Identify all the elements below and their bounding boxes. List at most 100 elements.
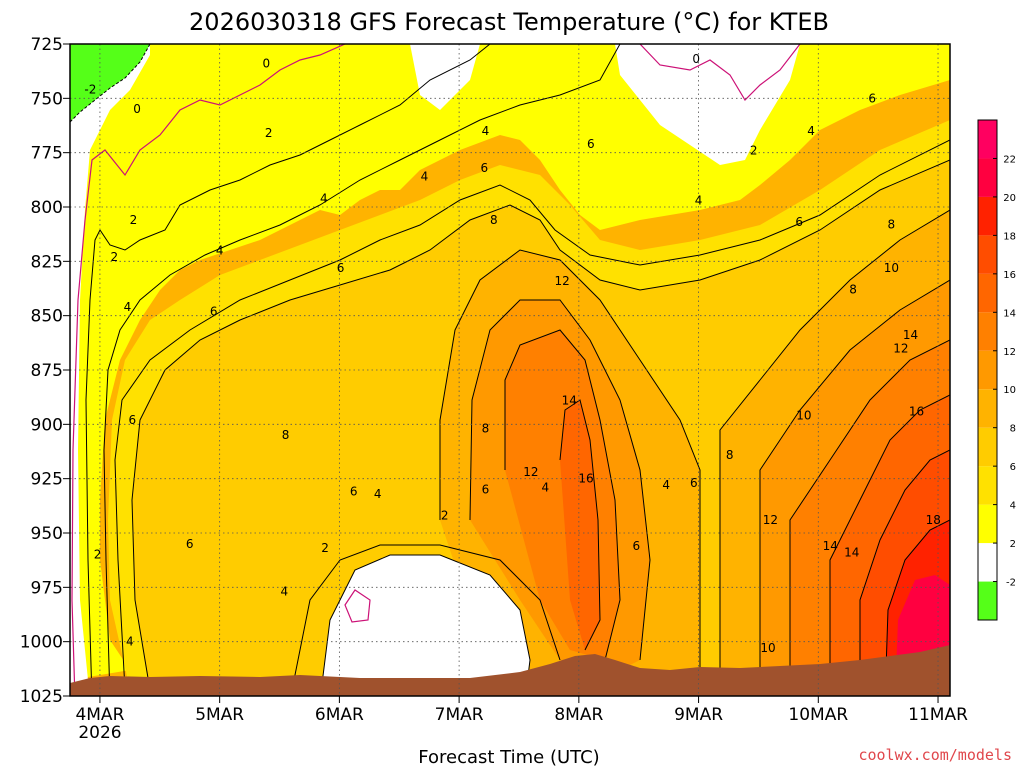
y-tick-label: 1025 bbox=[20, 687, 63, 707]
x-tick-label: 10MAR bbox=[788, 705, 848, 725]
contour-label: 4 bbox=[421, 170, 429, 184]
colorbar-swatch bbox=[978, 158, 997, 197]
contour-label: 14 bbox=[823, 539, 838, 553]
contour-label: 4 bbox=[695, 193, 703, 207]
contour-label: 4 bbox=[374, 487, 382, 501]
contour-label: 14 bbox=[903, 328, 918, 342]
x-tick-label: 7MAR bbox=[435, 705, 484, 725]
colorbar-swatch bbox=[978, 581, 997, 620]
contour-label: 4 bbox=[807, 124, 815, 138]
colorbar-swatch bbox=[978, 543, 997, 582]
x-tick-label: 6MAR bbox=[315, 705, 364, 725]
x-axis-label: Forecast Time (UTC) bbox=[418, 747, 599, 768]
contour-label: 2 bbox=[750, 143, 758, 157]
colorbar-tick-label: 12 bbox=[1003, 347, 1016, 358]
contour-label: 16 bbox=[578, 472, 593, 486]
terrain bbox=[70, 645, 950, 696]
colorbar-tick-label: 18 bbox=[1003, 231, 1016, 242]
contour-label: 12 bbox=[763, 513, 778, 527]
y-tick-label: 950 bbox=[31, 524, 63, 544]
x-axis: 4MAR 5MAR 6MAR 7MAR 8MAR 9MAR 10MAR 11MAR bbox=[75, 696, 968, 725]
plot-area bbox=[70, 44, 950, 696]
contour-label: 16 bbox=[909, 404, 924, 418]
contour-label: 6 bbox=[690, 476, 698, 490]
colorbar-tick-label: -2 bbox=[1006, 578, 1016, 589]
contour-label: 6 bbox=[480, 161, 488, 175]
y-tick-label: 875 bbox=[31, 361, 63, 381]
contour-label: 4 bbox=[662, 478, 670, 492]
y-axis: 725 750 775 800 825 850 875 900 925 950 975 1000 102… bbox=[20, 35, 70, 707]
y-tick-label: 850 bbox=[31, 307, 63, 327]
colorbar-swatch bbox=[978, 312, 997, 351]
x-tick-label: 9MAR bbox=[674, 705, 723, 725]
contour-label: 0 bbox=[263, 57, 271, 71]
contour-label: 4 bbox=[541, 480, 549, 494]
x-tick-label: 5MAR bbox=[195, 705, 244, 725]
contour-label: 8 bbox=[726, 448, 734, 462]
contour-label: -2 bbox=[84, 83, 96, 97]
colorbar-swatch bbox=[978, 389, 997, 428]
contour-label: 10 bbox=[796, 409, 811, 423]
contour-label: 6 bbox=[128, 413, 136, 427]
colorbar-tick-label: 4 bbox=[1010, 501, 1016, 512]
contour-label: 6 bbox=[210, 304, 218, 318]
x-tick-label: 8MAR bbox=[554, 705, 603, 725]
contour-label: 4 bbox=[320, 191, 328, 205]
y-tick-label: 775 bbox=[31, 144, 63, 164]
chart-title: 2026030318 GFS Forecast Temperature (°C)… bbox=[189, 8, 829, 36]
cold-region-top-east bbox=[615, 44, 800, 165]
x-tick-label: 11MAR bbox=[908, 705, 968, 725]
missing-data-boundary bbox=[70, 44, 151, 123]
contour-label: 14 bbox=[844, 546, 859, 560]
x-tick-label: 4MAR bbox=[75, 705, 124, 725]
y-tick-label: 975 bbox=[31, 578, 63, 598]
colorbar-swatch bbox=[978, 120, 997, 159]
y-tick-label: 800 bbox=[31, 198, 63, 218]
contour-label: 8 bbox=[490, 213, 498, 227]
contour-lines bbox=[85, 44, 950, 696]
contour-label: 12 bbox=[554, 274, 569, 288]
contour-label: 6 bbox=[482, 483, 490, 497]
contour-label: 8 bbox=[849, 283, 857, 297]
colorbar: -2 2 4 6 8 10 12 14 16 18 20 22 bbox=[977, 119, 1016, 621]
contour-label: 0 bbox=[692, 52, 700, 66]
contour-label: 2 bbox=[321, 541, 329, 555]
colorbar-tick-label: 22 bbox=[1003, 154, 1016, 165]
contour-label: 4 bbox=[126, 635, 134, 649]
contour-label: 2 bbox=[110, 250, 118, 264]
contour-label: 2 bbox=[265, 126, 273, 140]
colorbar-swatch bbox=[978, 466, 997, 505]
y-tick-label: 925 bbox=[31, 470, 63, 490]
band-2-4 bbox=[70, 44, 950, 680]
colorbar-tick-label: 20 bbox=[1003, 193, 1016, 204]
contour-label: 8 bbox=[282, 428, 290, 442]
contour-labels: -2 0 0 0 2 2 2 2 2 2 2 4 4 4 4 4 4 4 4 4 4 4 4 6 6 6 6 6 6 6 6 6 6 6 6 8 8 8 8… bbox=[84, 52, 941, 655]
y-tick-label: 1000 bbox=[20, 633, 63, 653]
colorbar-swatch bbox=[978, 350, 997, 390]
contour-label: 10 bbox=[760, 641, 775, 655]
contour-label: 4 bbox=[124, 300, 132, 314]
zero-contour bbox=[71, 44, 801, 696]
colorbar-swatch bbox=[978, 196, 997, 236]
contour-label: 6 bbox=[350, 485, 358, 499]
contour-label: 6 bbox=[632, 539, 640, 553]
colorbar-tick-label: 10 bbox=[1003, 385, 1016, 396]
colorbar-tick-label: 16 bbox=[1003, 270, 1016, 281]
cold-region-low bbox=[320, 555, 530, 696]
contour-label: 2 bbox=[94, 548, 102, 562]
contour-label: 12 bbox=[893, 341, 908, 355]
cold-region-below-minus2 bbox=[70, 44, 150, 122]
colorbar-swatch bbox=[978, 427, 997, 467]
contour-label: 18 bbox=[926, 513, 941, 527]
contour-label: 6 bbox=[795, 215, 803, 229]
credit-link[interactable]: coolwx.com/models bbox=[858, 746, 1012, 764]
contour-label: 4 bbox=[280, 585, 288, 599]
colorbar-tick-label: 8 bbox=[1010, 424, 1016, 435]
contour-label: 6 bbox=[337, 261, 345, 275]
contour-label: 8 bbox=[888, 217, 896, 231]
y-tick-label: 825 bbox=[31, 252, 63, 272]
y-tick-label: 750 bbox=[31, 89, 63, 109]
contour-label: 6 bbox=[868, 91, 876, 105]
contour-label: 8 bbox=[482, 422, 490, 436]
